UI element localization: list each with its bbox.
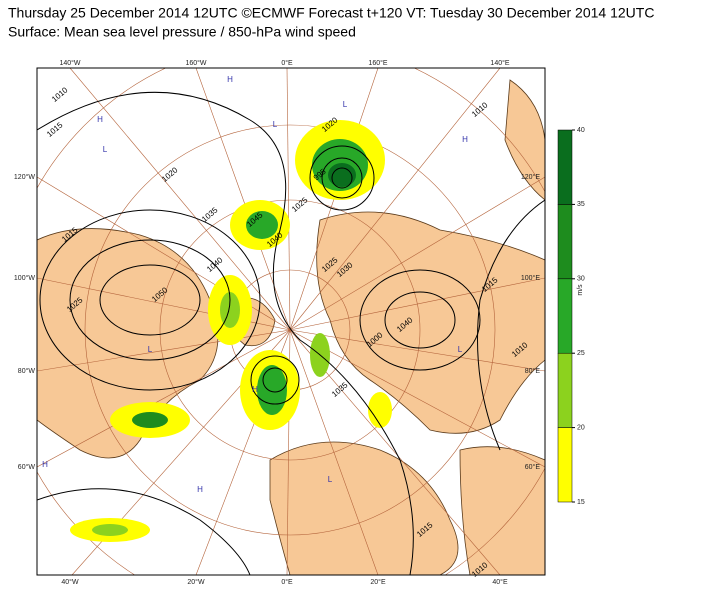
subtitle: Surface: Mean sea level pressure / 850-h… xyxy=(8,24,356,40)
colorbar-label: 35 xyxy=(577,201,585,208)
pressure-center: L xyxy=(458,345,463,354)
latitude-label: 60°W xyxy=(18,463,36,471)
longitude-label: 0°E xyxy=(281,59,293,67)
colorbar-label: 15 xyxy=(577,499,585,506)
latitude-label: 120°E xyxy=(521,173,540,181)
pressure-center: L xyxy=(343,100,348,109)
latitude-label: 120°W xyxy=(14,173,35,181)
longitude-label: 160°E xyxy=(368,59,387,67)
colorbar-segment xyxy=(557,427,573,503)
map xyxy=(37,68,545,575)
colorbar-label: 25 xyxy=(577,350,585,357)
latitude-label: 80°E xyxy=(525,367,541,375)
pressure-center: H xyxy=(42,460,48,469)
longitude-label: 140°W xyxy=(59,59,80,67)
latitude-label: 100°E xyxy=(521,274,540,282)
longitude-label: 40°W xyxy=(61,578,79,586)
title: Thursday 25 December 2014 12UTC ©ECMWF F… xyxy=(8,5,654,21)
colorbar-label: 20 xyxy=(577,424,585,431)
longitude-label: 40°E xyxy=(492,578,508,586)
colorbar-segment xyxy=(557,204,573,280)
longitude-label: 20°E xyxy=(370,578,386,586)
pressure-center: H xyxy=(252,385,258,394)
colorbar-unit: m/s xyxy=(577,284,584,296)
colorbar-label: 30 xyxy=(577,276,585,283)
longitude-label: 0°E xyxy=(281,578,293,586)
pressure-center: H xyxy=(197,485,203,494)
pressure-center: L xyxy=(103,145,108,154)
colorbar-segment xyxy=(557,278,573,354)
pressure-center: H xyxy=(462,135,468,144)
latitude-label: 60°E xyxy=(525,463,541,471)
pressure-center: L xyxy=(148,345,153,354)
pressure-center: L xyxy=(273,120,278,129)
longitude-label: 140°E xyxy=(490,59,509,67)
latitude-label: 100°W xyxy=(14,274,35,282)
longitude-label: 160°W xyxy=(185,59,206,67)
pressure-center: H xyxy=(227,75,233,84)
colorbar-segment xyxy=(557,352,573,428)
longitude-label: 20°W xyxy=(187,578,205,586)
latitude-label: 80°W xyxy=(18,367,36,375)
pressure-center: H xyxy=(97,115,103,124)
colorbar-segment xyxy=(557,129,573,205)
map-frame xyxy=(36,67,546,576)
pressure-center: L xyxy=(328,475,333,484)
colorbar-label: 40 xyxy=(577,127,585,134)
